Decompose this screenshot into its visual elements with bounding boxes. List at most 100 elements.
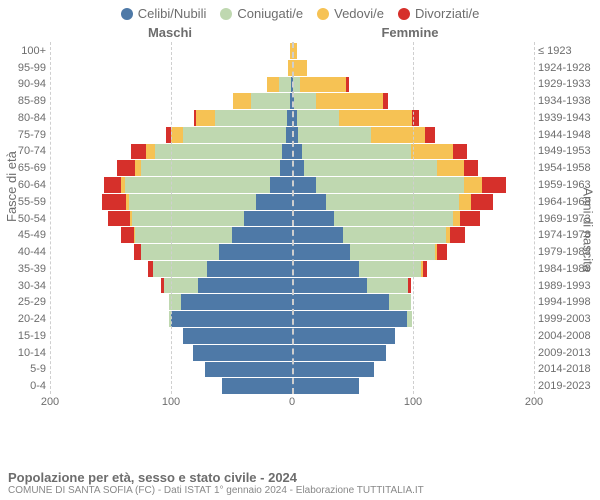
segment: [146, 144, 156, 160]
segment: [207, 261, 292, 277]
birth-label: 1974-1978: [538, 229, 598, 241]
segment: [270, 177, 292, 193]
legend: Celibi/NubiliConiugati/eVedovi/eDivorzia…: [0, 0, 600, 21]
segment: [367, 278, 408, 294]
segment: [267, 77, 279, 93]
legend-item: Celibi/Nubili: [121, 6, 207, 21]
age-label: 0-4: [6, 380, 46, 392]
segment: [256, 194, 292, 210]
birth-label: 1944-1948: [538, 129, 598, 141]
segment: [292, 345, 386, 361]
plot: 100+≤ 192395-991924-192890-941929-193385…: [50, 42, 534, 394]
segment: [298, 127, 371, 143]
plot-area: Fasce di età Anni di nascita 100+≤ 19239…: [0, 42, 600, 422]
birth-label: 1954-1958: [538, 162, 598, 174]
segment: [292, 278, 367, 294]
x-tick: 100: [404, 396, 422, 408]
chart-subtitle: COMUNE DI SANTA SOFIA (FC) - Dati ISTAT …: [8, 485, 592, 496]
age-label: 65-69: [6, 162, 46, 174]
segment: [279, 77, 291, 93]
segment: [464, 160, 479, 176]
segment: [292, 311, 407, 327]
segment: [350, 244, 435, 260]
birth-label: 1959-1963: [538, 179, 598, 191]
segment: [292, 60, 307, 76]
segment: [244, 211, 292, 227]
legend-item: Coniugati/e: [220, 6, 303, 21]
birth-label: 1999-2003: [538, 313, 598, 325]
segment: [153, 261, 207, 277]
pyramid-chart: Celibi/NubiliConiugati/eVedovi/eDivorzia…: [0, 0, 600, 500]
segment: [450, 227, 465, 243]
segment: [193, 345, 292, 361]
segment: [437, 160, 464, 176]
age-label: 80-84: [6, 112, 46, 124]
birth-label: ≤ 1923: [538, 45, 598, 57]
segment: [464, 177, 482, 193]
segment: [482, 177, 506, 193]
segment: [171, 127, 183, 143]
segment: [407, 311, 412, 327]
x-tick: 200: [525, 396, 543, 408]
birth-label: 1969-1973: [538, 213, 598, 225]
segment: [292, 378, 359, 394]
grid-line: [171, 42, 172, 394]
segment: [316, 93, 383, 109]
age-label: 40-44: [6, 246, 46, 258]
x-tick: 0: [289, 396, 295, 408]
male-header: Maschi: [50, 25, 290, 40]
birth-label: 1939-1943: [538, 112, 598, 124]
segment: [411, 144, 453, 160]
segment: [251, 93, 290, 109]
segment: [343, 227, 446, 243]
legend-label: Celibi/Nubili: [138, 6, 207, 21]
segment: [141, 244, 220, 260]
age-label: 15-19: [6, 330, 46, 342]
age-label: 100+: [6, 45, 46, 57]
segment: [215, 110, 288, 126]
segment: [104, 177, 121, 193]
age-label: 85-89: [6, 95, 46, 107]
birth-label: 2014-2018: [538, 363, 598, 375]
segment: [181, 294, 292, 310]
segment: [232, 227, 293, 243]
segment: [292, 227, 343, 243]
legend-label: Coniugati/e: [237, 6, 303, 21]
x-tick: 200: [41, 396, 59, 408]
segment: [292, 211, 334, 227]
age-label: 55-59: [6, 196, 46, 208]
segment: [292, 362, 374, 378]
grid-line: [534, 42, 535, 394]
segment: [408, 278, 410, 294]
birth-label: 1989-1993: [538, 280, 598, 292]
age-label: 10-14: [6, 347, 46, 359]
segment: [371, 127, 425, 143]
birth-label: 1964-1968: [538, 196, 598, 208]
age-label: 45-49: [6, 229, 46, 241]
birth-label: 1929-1933: [538, 78, 598, 90]
segment: [282, 144, 292, 160]
age-label: 30-34: [6, 280, 46, 292]
age-label: 75-79: [6, 129, 46, 141]
segment: [134, 244, 141, 260]
age-label: 95-99: [6, 62, 46, 74]
grid-line: [50, 42, 51, 394]
segment: [423, 261, 428, 277]
segment: [302, 144, 411, 160]
segment: [131, 144, 146, 160]
segment: [219, 244, 292, 260]
birth-label: 1934-1938: [538, 95, 598, 107]
segment: [125, 177, 270, 193]
segment: [300, 77, 346, 93]
birth-label: 1994-1998: [538, 296, 598, 308]
segment: [326, 194, 459, 210]
segment: [155, 144, 282, 160]
birth-label: 1979-1983: [538, 246, 598, 258]
grid-line: [292, 42, 294, 394]
segment: [135, 227, 232, 243]
segment: [293, 77, 300, 93]
segment: [425, 127, 435, 143]
segment: [183, 328, 292, 344]
legend-swatch: [220, 8, 232, 20]
age-label: 5-9: [6, 363, 46, 375]
